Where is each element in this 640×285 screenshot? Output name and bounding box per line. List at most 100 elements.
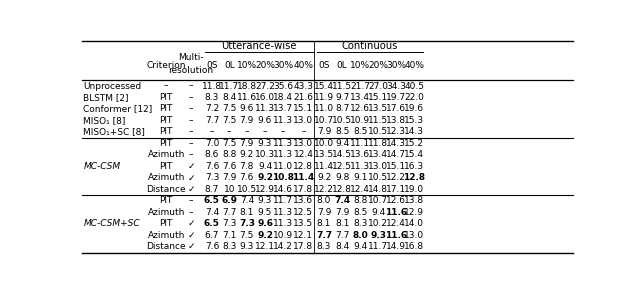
Text: Azimuth: Azimuth (148, 173, 185, 182)
Text: 14.6: 14.6 (273, 185, 293, 194)
Text: 7.4: 7.4 (205, 208, 219, 217)
Text: 14.9: 14.9 (386, 242, 406, 251)
Text: 12.6: 12.6 (386, 196, 406, 205)
Text: 12.5: 12.5 (294, 208, 314, 217)
Text: 12.2: 12.2 (314, 185, 334, 194)
Text: 13.4: 13.4 (350, 93, 370, 102)
Text: 9.6: 9.6 (240, 105, 254, 113)
Text: 20%: 20% (255, 61, 275, 70)
Text: PIT: PIT (159, 127, 173, 137)
Text: 11.3: 11.3 (273, 139, 293, 148)
Text: 14.3: 14.3 (404, 127, 424, 137)
Text: –: – (189, 150, 193, 159)
Text: 8.5: 8.5 (353, 127, 367, 137)
Text: 9.4: 9.4 (371, 208, 385, 217)
Text: 7.5: 7.5 (240, 231, 254, 240)
Text: 12.8: 12.8 (294, 162, 314, 171)
Text: 15.4: 15.4 (404, 150, 424, 159)
Text: 9.3: 9.3 (258, 196, 272, 205)
Text: –: – (280, 127, 285, 137)
Text: ✓: ✓ (188, 231, 195, 240)
Text: 10.5: 10.5 (332, 116, 352, 125)
Text: 11.0: 11.0 (314, 105, 334, 113)
Text: 11.3: 11.3 (273, 116, 293, 125)
Text: 16.8: 16.8 (404, 242, 424, 251)
Text: 8.3: 8.3 (353, 219, 367, 228)
Text: 6.9: 6.9 (221, 196, 237, 205)
Text: 9.4: 9.4 (353, 242, 367, 251)
Text: ✓: ✓ (188, 219, 195, 228)
Text: –: – (189, 196, 193, 205)
Text: 34.3: 34.3 (386, 82, 406, 91)
Text: 7.6: 7.6 (205, 162, 219, 171)
Text: 7.2: 7.2 (205, 105, 219, 113)
Text: 8.1: 8.1 (317, 219, 332, 228)
Text: 11.4: 11.4 (314, 162, 334, 171)
Text: MC-CSM: MC-CSM (83, 162, 120, 171)
Text: 11.8: 11.8 (368, 139, 388, 148)
Text: 8.5: 8.5 (335, 127, 349, 137)
Text: BLSTM [2]: BLSTM [2] (83, 93, 129, 102)
Text: Continuous: Continuous (341, 41, 397, 51)
Text: 7.6: 7.6 (240, 173, 254, 182)
Text: ✓: ✓ (188, 185, 195, 194)
Text: 7.9: 7.9 (317, 208, 332, 217)
Text: 9.6: 9.6 (257, 219, 273, 228)
Text: 10%: 10% (350, 61, 371, 70)
Text: 9.8: 9.8 (335, 173, 349, 182)
Text: 9.4: 9.4 (258, 162, 272, 171)
Text: 13.5: 13.5 (293, 219, 314, 228)
Text: Multi-: Multi- (179, 52, 204, 62)
Text: 17.6: 17.6 (386, 105, 406, 113)
Text: 13.7: 13.7 (273, 105, 293, 113)
Text: MISO₁ [8]: MISO₁ [8] (83, 116, 126, 125)
Text: 7.1: 7.1 (222, 231, 237, 240)
Text: 27.2: 27.2 (255, 82, 275, 91)
Text: resolution: resolution (168, 66, 214, 75)
Text: 13.6: 13.6 (350, 150, 371, 159)
Text: 12.9: 12.9 (404, 208, 424, 217)
Text: Distance: Distance (147, 185, 186, 194)
Text: 7.3: 7.3 (205, 173, 219, 182)
Text: 7.9: 7.9 (240, 116, 254, 125)
Text: 7.3: 7.3 (239, 219, 255, 228)
Text: 12.3: 12.3 (386, 127, 406, 137)
Text: 8.5: 8.5 (353, 208, 367, 217)
Text: 12.1: 12.1 (255, 242, 275, 251)
Text: Conformer [12]: Conformer [12] (83, 105, 153, 113)
Text: 12.4: 12.4 (294, 150, 314, 159)
Text: 10.5: 10.5 (368, 173, 388, 182)
Text: 14.5: 14.5 (332, 150, 352, 159)
Text: 8.1: 8.1 (335, 219, 349, 228)
Text: 9.2: 9.2 (317, 173, 331, 182)
Text: 11.6: 11.6 (385, 208, 407, 217)
Text: 8.1: 8.1 (240, 208, 254, 217)
Text: Criterion: Criterion (147, 61, 186, 70)
Text: 7.7: 7.7 (316, 231, 332, 240)
Text: 7.9: 7.9 (317, 127, 332, 137)
Text: Azimuth: Azimuth (148, 231, 185, 240)
Text: 13.0: 13.0 (404, 231, 424, 240)
Text: ✓: ✓ (188, 162, 195, 171)
Text: 8.3: 8.3 (205, 93, 219, 102)
Text: 19.6: 19.6 (404, 105, 424, 113)
Text: 15.1: 15.1 (368, 93, 388, 102)
Text: 10.7: 10.7 (314, 116, 334, 125)
Text: 6.5: 6.5 (204, 219, 220, 228)
Text: 7.4: 7.4 (334, 196, 350, 205)
Text: 7.7: 7.7 (205, 116, 219, 125)
Text: 10.7: 10.7 (368, 196, 388, 205)
Text: 16.0: 16.0 (255, 93, 275, 102)
Text: 13.6: 13.6 (293, 196, 314, 205)
Text: –: – (164, 82, 168, 91)
Text: 11.3: 11.3 (273, 208, 293, 217)
Text: 11.1: 11.1 (350, 139, 371, 148)
Text: 0L: 0L (337, 61, 348, 70)
Text: 16.3: 16.3 (404, 162, 424, 171)
Text: 17.8: 17.8 (293, 185, 314, 194)
Text: 8.3: 8.3 (222, 242, 237, 251)
Text: 17.1: 17.1 (386, 185, 406, 194)
Text: 20%: 20% (368, 61, 388, 70)
Text: –: – (301, 127, 306, 137)
Text: 14.0: 14.0 (404, 219, 424, 228)
